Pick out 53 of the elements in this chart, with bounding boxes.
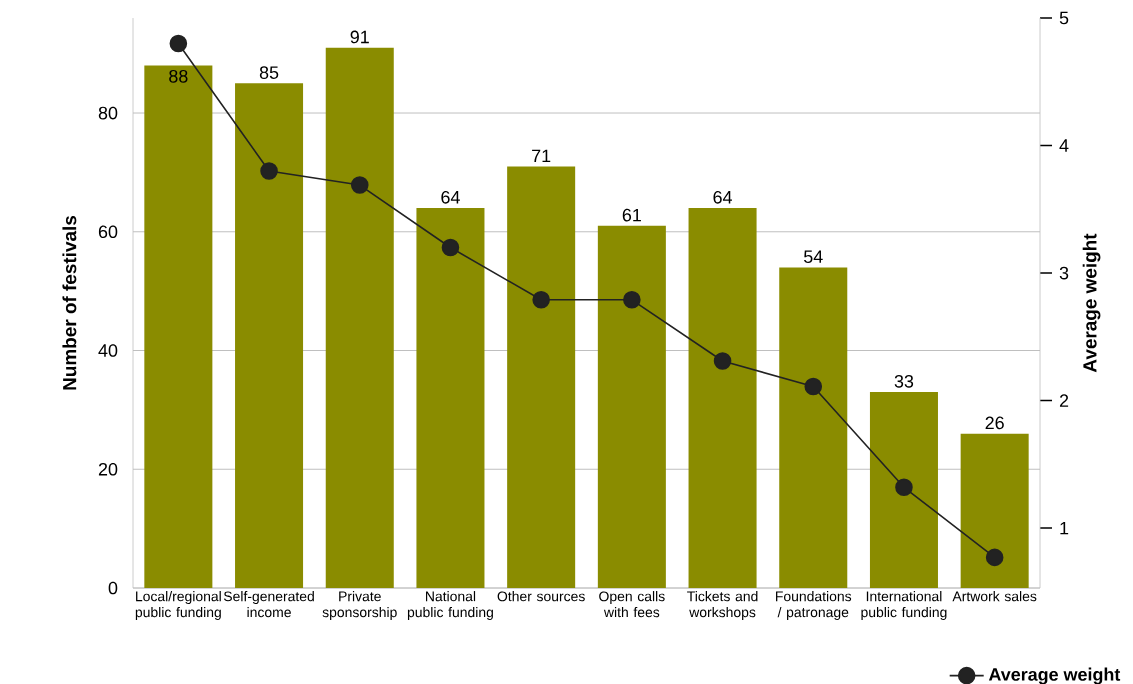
y-tick-label: 40 bbox=[98, 344, 118, 357]
x-tick-label: Tickets and workshops bbox=[687, 591, 758, 620]
x-tick-label: Local/regional public funding bbox=[135, 591, 221, 620]
data-label: 91 bbox=[350, 30, 369, 44]
bar bbox=[779, 267, 848, 588]
point bbox=[804, 377, 823, 396]
point bbox=[169, 34, 188, 53]
data-label: 64 bbox=[713, 190, 732, 204]
data-label: 88 bbox=[169, 69, 188, 83]
bar bbox=[235, 83, 304, 588]
y2-tick-label: 3 bbox=[1059, 266, 1069, 280]
bar bbox=[597, 225, 666, 588]
bar bbox=[416, 208, 485, 588]
data-label: 85 bbox=[259, 66, 279, 79]
data-label: 71 bbox=[532, 149, 551, 163]
x-tick-label: Artwork sales bbox=[952, 591, 1037, 602]
bar bbox=[507, 166, 576, 588]
bar bbox=[869, 392, 938, 588]
point bbox=[260, 162, 278, 180]
data-label: 33 bbox=[894, 374, 914, 388]
point bbox=[895, 478, 913, 497]
point bbox=[713, 352, 732, 370]
point bbox=[623, 291, 641, 309]
y-tick-label: 20 bbox=[98, 462, 118, 476]
y2-tick-label: 1 bbox=[1060, 521, 1069, 535]
data-label: 26 bbox=[985, 416, 1004, 430]
point bbox=[985, 548, 1004, 567]
point bbox=[532, 291, 550, 309]
point bbox=[350, 176, 369, 194]
y2-axis-title: Average weight bbox=[1082, 233, 1101, 373]
y-tick-label: 80 bbox=[98, 106, 118, 120]
x-tick-label: National public funding bbox=[407, 591, 493, 620]
bar bbox=[688, 208, 757, 588]
legend-label: Average weight bbox=[988, 667, 1121, 684]
data-label: 54 bbox=[804, 250, 823, 263]
bar bbox=[144, 65, 213, 588]
y-tick-label: 60 bbox=[98, 225, 118, 239]
y-tick-label: 0 bbox=[108, 581, 118, 595]
y2-tick-label: 4 bbox=[1059, 139, 1069, 152]
data-label: 64 bbox=[441, 190, 460, 204]
bar bbox=[325, 47, 394, 588]
x-tick-label: Private sponsorship bbox=[322, 591, 397, 620]
y2-tick-label: 5 bbox=[1059, 11, 1069, 25]
bar bbox=[960, 433, 1029, 588]
x-tick-label: Self-generated income bbox=[223, 591, 314, 618]
data-label: 61 bbox=[622, 208, 641, 222]
x-tick-label: Other sources bbox=[497, 591, 585, 602]
x-tick-label: Foundations / patronage bbox=[776, 591, 852, 620]
point bbox=[441, 238, 460, 257]
y2-tick-label: 2 bbox=[1059, 394, 1069, 407]
y-axis-title: Number of festivals bbox=[62, 215, 77, 390]
x-tick-label: Open calls with fees bbox=[599, 591, 665, 618]
x-tick-label: International public funding bbox=[861, 591, 947, 620]
